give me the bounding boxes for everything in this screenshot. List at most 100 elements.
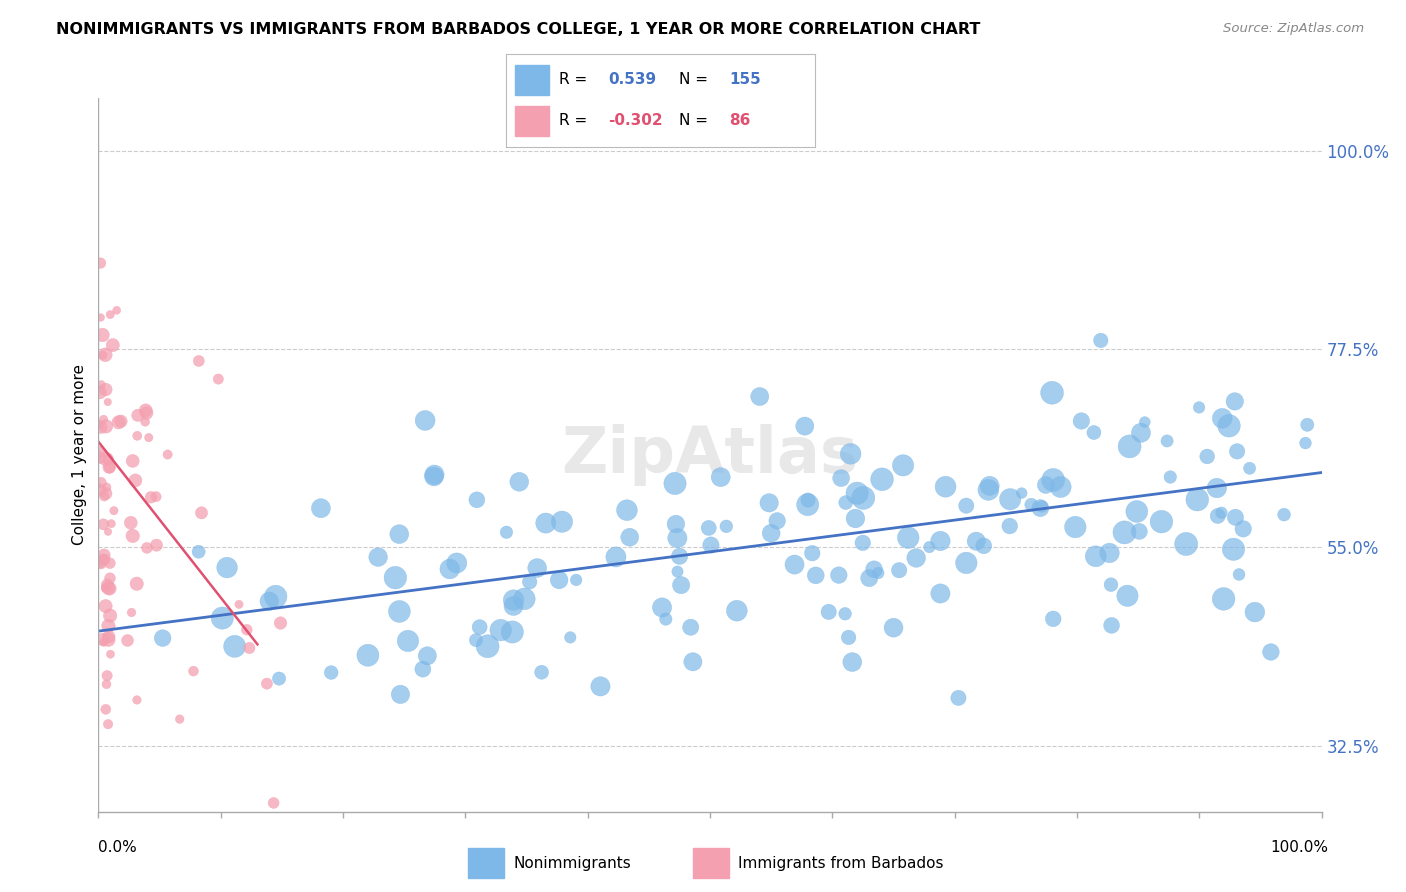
- Point: [918, 540, 941, 554]
- Point: [891, 458, 914, 473]
- Point: [90, 256, 112, 270]
- Point: [1126, 504, 1149, 518]
- Point: [1116, 589, 1139, 603]
- Point: [94, 419, 117, 434]
- Point: [834, 607, 856, 621]
- Point: [1175, 537, 1198, 551]
- Point: [93, 548, 115, 562]
- Point: [465, 633, 488, 648]
- Point: [883, 621, 905, 635]
- Point: [228, 598, 250, 612]
- Point: [103, 504, 125, 518]
- Point: [1083, 425, 1105, 440]
- Point: [117, 633, 139, 648]
- Point: [107, 415, 129, 429]
- Point: [668, 549, 690, 564]
- Point: [94, 486, 117, 500]
- Point: [98, 556, 121, 570]
- Point: [1042, 473, 1064, 487]
- Point: [124, 474, 146, 488]
- Point: [669, 578, 692, 592]
- Point: [224, 640, 246, 654]
- Point: [96, 578, 118, 592]
- Point: [101, 338, 124, 352]
- Point: [1296, 417, 1319, 432]
- Point: [413, 413, 436, 427]
- Point: [838, 631, 860, 645]
- Point: [94, 452, 117, 467]
- Point: [560, 631, 582, 645]
- Point: [94, 348, 117, 362]
- Point: [841, 655, 863, 669]
- Point: [97, 395, 120, 409]
- Point: [121, 529, 143, 543]
- Point: [1128, 524, 1150, 539]
- Point: [94, 383, 117, 397]
- Point: [217, 560, 239, 574]
- Bar: [468, 848, 505, 878]
- Point: [190, 506, 212, 520]
- Point: [870, 472, 893, 486]
- Point: [1133, 415, 1156, 429]
- Point: [748, 390, 770, 404]
- Point: [1206, 508, 1229, 523]
- Point: [127, 429, 149, 443]
- Point: [236, 623, 259, 637]
- Point: [105, 303, 128, 318]
- Point: [817, 605, 839, 619]
- Point: [979, 479, 1001, 493]
- Point: [89, 483, 111, 497]
- Point: [839, 447, 862, 461]
- Point: [929, 586, 952, 600]
- Point: [127, 409, 149, 423]
- Point: [1239, 461, 1261, 475]
- Text: 86: 86: [728, 113, 751, 128]
- Y-axis label: College, 1 year or more: College, 1 year or more: [72, 365, 87, 545]
- Point: [89, 444, 111, 458]
- Text: N =: N =: [679, 72, 709, 87]
- Text: 155: 155: [728, 72, 761, 87]
- Bar: [516, 65, 550, 95]
- Point: [1040, 385, 1063, 400]
- Point: [321, 665, 343, 680]
- Point: [416, 648, 439, 663]
- Point: [830, 471, 852, 485]
- Point: [526, 561, 548, 575]
- Point: [1084, 549, 1107, 564]
- Point: [439, 562, 461, 576]
- Point: [1029, 501, 1052, 516]
- Point: [1049, 480, 1071, 494]
- Point: [97, 717, 120, 731]
- Point: [388, 604, 411, 618]
- Point: [91, 632, 114, 647]
- Text: Nonimmigrants: Nonimmigrants: [513, 855, 631, 871]
- Point: [89, 385, 111, 400]
- Point: [136, 541, 159, 555]
- Point: [98, 582, 121, 596]
- Text: N =: N =: [679, 113, 709, 128]
- Point: [783, 558, 806, 572]
- Text: ZipAtlas: ZipAtlas: [561, 424, 859, 486]
- Point: [125, 693, 148, 707]
- Point: [796, 498, 818, 512]
- Point: [468, 620, 491, 634]
- Point: [90, 558, 112, 572]
- Text: Immigrants from Barbados: Immigrants from Barbados: [738, 855, 943, 871]
- Point: [93, 635, 115, 649]
- Point: [508, 475, 530, 489]
- Point: [801, 546, 824, 560]
- Point: [1090, 334, 1112, 348]
- Point: [94, 581, 117, 595]
- Point: [1222, 542, 1244, 557]
- Point: [97, 632, 120, 647]
- Point: [665, 516, 688, 531]
- Point: [852, 491, 875, 505]
- Point: [682, 655, 704, 669]
- Point: [1064, 520, 1087, 534]
- Point: [758, 496, 780, 510]
- Point: [1070, 414, 1092, 428]
- Point: [619, 530, 641, 544]
- Point: [495, 525, 517, 540]
- Point: [1114, 525, 1136, 540]
- Point: [973, 539, 995, 553]
